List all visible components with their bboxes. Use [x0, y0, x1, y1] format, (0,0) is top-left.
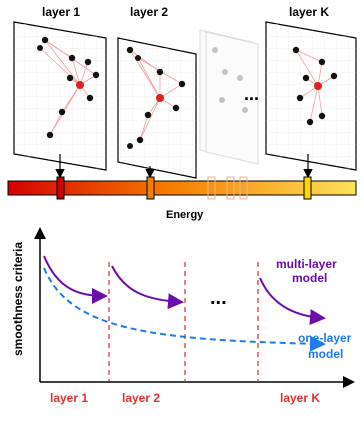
layer-1-title: layer 1	[42, 5, 80, 19]
energy-marker-layer-k	[303, 176, 312, 200]
graph-nodes	[292, 46, 338, 126]
x-tick-layer-k: layer K	[280, 391, 320, 405]
energy-marker-faded	[207, 176, 216, 200]
one-layer-label-2: model	[308, 347, 343, 361]
layer-2-panel	[117, 37, 197, 179]
one-layer-label: one-layer	[298, 331, 352, 345]
multi-layer-curve-2	[111, 265, 184, 310]
graph-nodes	[37, 36, 100, 139]
one-layer-curve	[43, 267, 326, 352]
layer-2-title: layer 2	[130, 5, 168, 19]
energy-marker-faded	[239, 176, 248, 200]
top-ellipsis: ...	[244, 84, 259, 104]
y-axis-label: smoothness criteria	[11, 242, 25, 356]
energy-label: Energy	[166, 209, 204, 221]
energy-marker-layer-1	[56, 176, 65, 200]
multi-layer-label-2: model	[292, 271, 327, 285]
graph-nodes	[126, 46, 186, 149]
energy-marker-layer-2	[146, 176, 155, 200]
multi-layer-curve-k	[259, 277, 326, 326]
center-node	[314, 82, 322, 90]
energy-marker-faded	[226, 176, 235, 200]
layer-k-panel	[265, 21, 357, 171]
center-node	[156, 94, 164, 102]
plot-ellipsis: ...	[210, 287, 227, 309]
layer-1-panel	[13, 21, 107, 171]
x-tick-layer-2: layer 2	[122, 391, 160, 405]
multi-layer-label: multi-layer	[276, 257, 337, 271]
x-tick-layer-1: layer 1	[50, 391, 88, 405]
center-node	[76, 81, 84, 89]
layer-k-title: layer K	[289, 5, 329, 19]
energy-bar	[7, 180, 357, 196]
faded-layer-stack	[199, 29, 259, 165]
multi-layer-curve-1	[43, 255, 108, 304]
